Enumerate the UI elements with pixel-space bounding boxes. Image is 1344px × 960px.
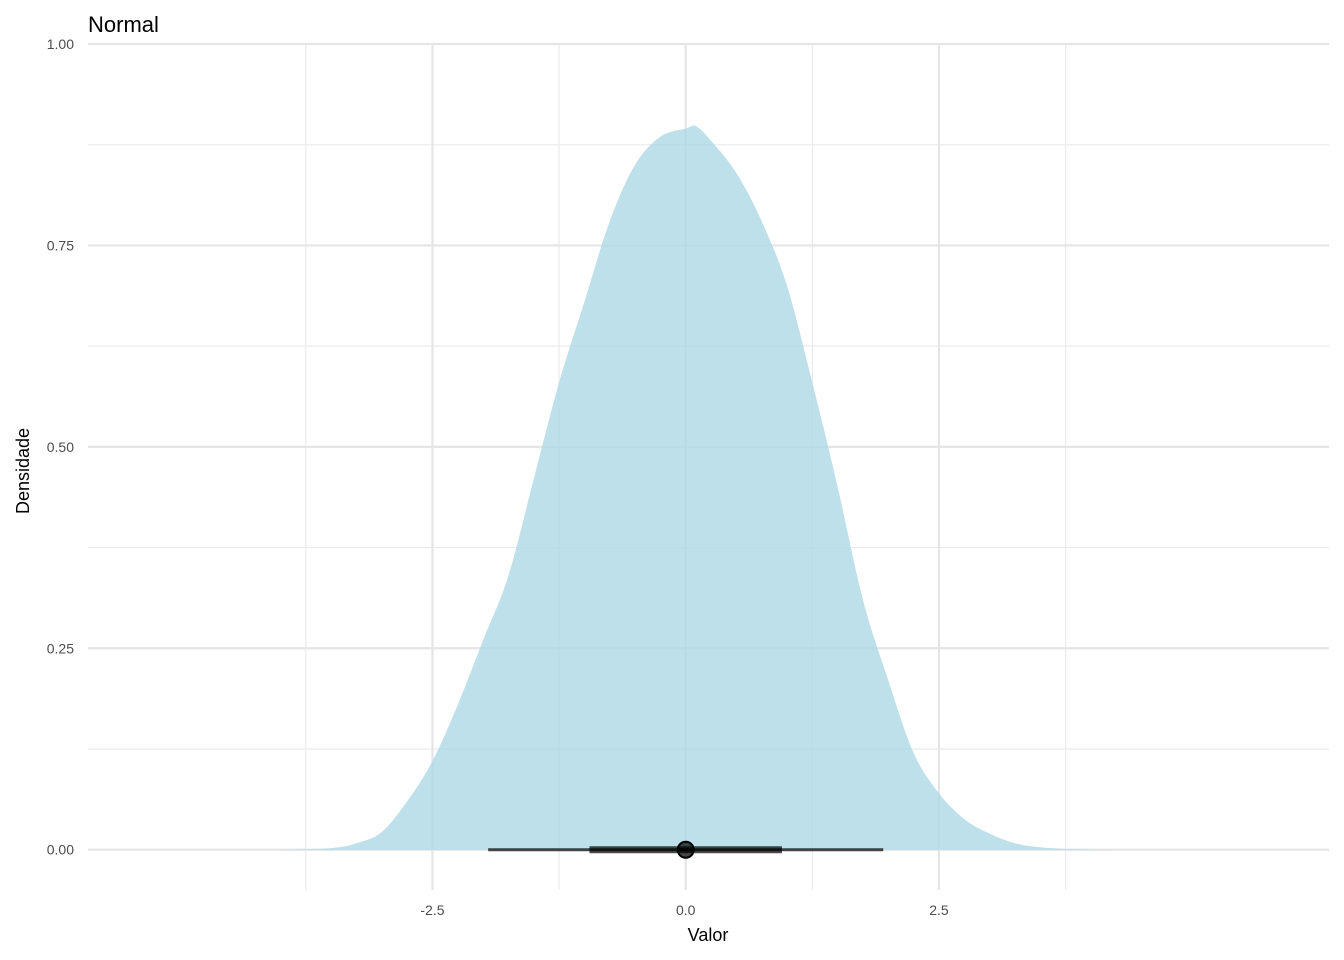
y-tick-label-4: 1.00 <box>47 36 74 52</box>
point-interval <box>488 840 884 859</box>
x-tick-label-2: 2.5 <box>929 902 949 918</box>
y-tick-label-1: 0.25 <box>47 640 74 656</box>
x-axis-tick-labels: -2.5 0.0 2.5 <box>420 902 949 918</box>
density-area <box>280 125 1117 850</box>
y-tick-label-3: 0.75 <box>47 237 74 253</box>
chart-title: Normal <box>88 12 159 37</box>
y-tick-label-2: 0.50 <box>47 439 74 455</box>
y-axis-title: Densidade <box>13 428 33 514</box>
x-tick-label-0: -2.5 <box>420 902 444 918</box>
x-tick-label-1: 0.0 <box>676 902 696 918</box>
point-estimate-marker <box>676 840 695 859</box>
x-axis-title: Valor <box>688 925 729 945</box>
y-axis-tick-labels: 0.00 0.25 0.50 0.75 1.00 <box>47 36 74 858</box>
y-tick-label-0: 0.00 <box>47 842 74 858</box>
